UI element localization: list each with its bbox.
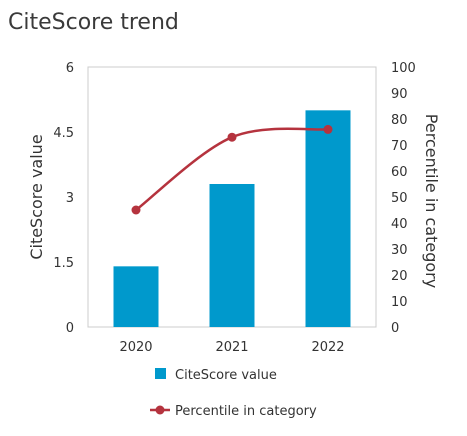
y-tick-left: 4.5 bbox=[53, 126, 74, 141]
y-axis-title-right: Percentile in category bbox=[422, 114, 441, 288]
legend-label-percentile: Percentile in category bbox=[175, 404, 317, 419]
y-axis-title-left: CiteScore value bbox=[27, 134, 46, 259]
percentile-point-2022 bbox=[323, 124, 333, 134]
y-tick-left: 0 bbox=[66, 321, 74, 336]
y-tick-right: 80 bbox=[391, 113, 408, 128]
y-tick-left: 6 bbox=[66, 61, 74, 76]
x-tick-label: 2021 bbox=[215, 340, 248, 355]
y-tick-left: 1.5 bbox=[53, 256, 74, 271]
y-tick-right: 30 bbox=[391, 243, 408, 258]
x-tick-label: 2022 bbox=[311, 340, 344, 355]
y-tick-right: 20 bbox=[391, 269, 408, 284]
bar-2020 bbox=[113, 266, 159, 327]
legend-label-citescore: CiteScore value bbox=[175, 368, 277, 383]
y-tick-right: 40 bbox=[391, 217, 408, 232]
legend-bar-swatch bbox=[155, 368, 166, 379]
y-tick-left: 3 bbox=[66, 191, 74, 206]
y-tick-right: 100 bbox=[391, 61, 416, 76]
y-tick-right: 10 bbox=[391, 295, 408, 310]
percentile-point-2021 bbox=[227, 132, 237, 142]
legend-line-marker bbox=[155, 405, 165, 415]
bar-2022 bbox=[305, 110, 351, 327]
y-tick-right: 50 bbox=[391, 191, 408, 206]
bar-2021 bbox=[209, 184, 255, 327]
percentile-point-2020 bbox=[131, 205, 141, 215]
y-tick-right: 60 bbox=[391, 165, 408, 180]
y-tick-right: 0 bbox=[391, 321, 399, 336]
x-tick-label: 2020 bbox=[119, 340, 152, 355]
y-tick-right: 90 bbox=[391, 87, 408, 102]
y-tick-right: 70 bbox=[391, 139, 408, 154]
chart-title: CiteScore trend bbox=[8, 10, 179, 35]
